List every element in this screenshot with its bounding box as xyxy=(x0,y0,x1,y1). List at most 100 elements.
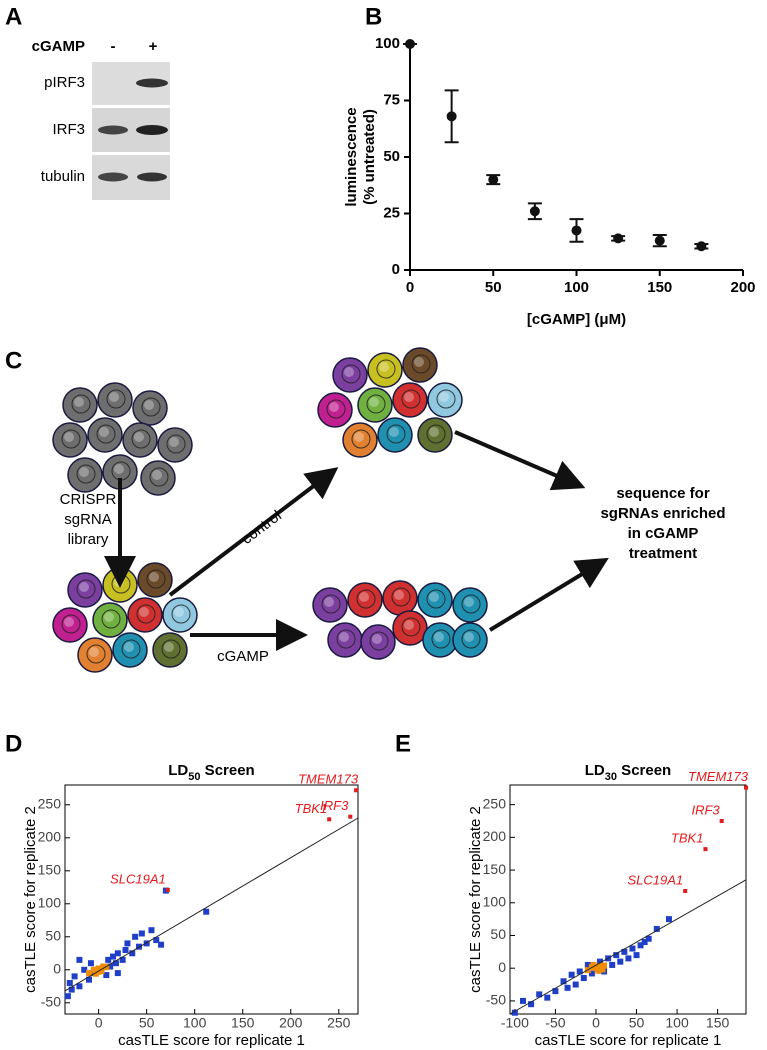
nucleus-shine xyxy=(394,590,404,600)
x-tick-label: -50 xyxy=(545,1015,565,1031)
highlight-point xyxy=(348,814,353,819)
cloud-point xyxy=(153,937,160,944)
core-point xyxy=(95,968,102,975)
nucleus xyxy=(76,579,96,599)
nucleus xyxy=(61,614,81,634)
nucleus-shine xyxy=(79,467,89,477)
cloud-point xyxy=(560,978,567,985)
nucleus xyxy=(386,424,406,444)
nucleus-shine xyxy=(104,612,114,622)
x-tick-label: 100 xyxy=(183,1015,207,1031)
nucleus xyxy=(141,397,161,417)
y-axis-label: luminescence xyxy=(343,107,360,206)
point xyxy=(696,241,707,252)
y-axis-label: casTLE score for replicate 2 xyxy=(467,806,484,993)
nucleus-shine xyxy=(64,432,74,442)
point xyxy=(654,235,665,246)
x-tick-label: 150 xyxy=(647,279,672,296)
cloud-point xyxy=(564,984,571,991)
x-axis-label: [cGAMP] (μM) xyxy=(527,311,626,328)
y-tick-label: 200 xyxy=(483,828,507,844)
plot-frame xyxy=(64,784,359,1015)
y-tick-label: 100 xyxy=(375,35,400,52)
nucleus-shine xyxy=(439,392,449,402)
nucleus-shine xyxy=(152,470,162,480)
plot-frame xyxy=(509,784,747,1015)
title-part: Screen xyxy=(617,762,671,779)
x-axis-label: casTLE score for replicate 1 xyxy=(535,1032,722,1049)
cloud-point xyxy=(629,945,636,952)
core-point xyxy=(90,966,97,973)
diagram-label: CRISPR xyxy=(60,491,117,508)
y-tick-label: -50 xyxy=(41,993,61,1009)
nucleus xyxy=(401,389,421,409)
nucleus xyxy=(136,604,156,624)
title-part: LD xyxy=(585,762,605,779)
nucleus xyxy=(71,394,91,414)
panel-letter: E xyxy=(395,730,411,757)
x-tick-label: 150 xyxy=(706,1015,730,1031)
nucleus-shine xyxy=(124,642,134,652)
cloud-point xyxy=(71,973,78,980)
gene-label: TBK1 xyxy=(671,831,704,846)
highlight-point xyxy=(719,818,724,823)
blot-row: tubulin xyxy=(41,168,85,185)
nucleus xyxy=(351,429,371,449)
core-point xyxy=(597,963,604,970)
point xyxy=(529,206,540,217)
nucleus-shine xyxy=(464,632,474,642)
blot-row: pIRF3 xyxy=(44,74,85,91)
y-tick-label: 0 xyxy=(392,261,400,278)
diagram-result: treatment xyxy=(629,545,697,562)
nucleus xyxy=(161,639,181,659)
cloud-point xyxy=(81,966,88,973)
nucleus xyxy=(431,629,451,649)
cloud-point xyxy=(107,963,114,970)
nucleus xyxy=(369,631,389,651)
cloud-point xyxy=(621,948,628,955)
cloud-point xyxy=(588,970,595,977)
nucleus xyxy=(366,394,386,414)
cloud-point xyxy=(110,953,117,960)
cloud-point xyxy=(76,983,83,990)
y-tick-label: 50 xyxy=(490,926,506,942)
title-part: LD xyxy=(168,762,188,779)
nucleus-shine xyxy=(379,362,389,372)
cloud-point xyxy=(536,991,543,998)
nucleus-shine xyxy=(109,392,119,402)
nucleus-shine xyxy=(114,464,124,474)
cloud-point xyxy=(568,971,575,978)
cloud-point xyxy=(114,950,121,957)
cloud-point xyxy=(86,976,93,983)
cloud-point xyxy=(105,956,112,963)
cloud-point xyxy=(68,986,75,993)
y-tick-label: 250 xyxy=(38,796,62,812)
arrow xyxy=(454,430,586,491)
cloud-point xyxy=(552,988,559,995)
x-tick-label: 200 xyxy=(730,279,755,296)
nucleus xyxy=(436,389,456,409)
core-point xyxy=(599,966,606,973)
nucleus xyxy=(171,604,191,624)
cloud-point xyxy=(129,950,136,957)
cloud-point xyxy=(597,958,604,965)
nucleus xyxy=(166,434,186,454)
blot-lane: + xyxy=(149,38,158,55)
nucleus xyxy=(401,617,421,637)
cloud-point xyxy=(645,935,652,942)
y-axis-label: casTLE score for replicate 2 xyxy=(22,806,39,993)
nucleus xyxy=(461,629,481,649)
nucleus-shine xyxy=(139,607,149,617)
nucleus xyxy=(411,354,431,374)
nucleus xyxy=(86,644,106,664)
x-axis-label: casTLE score for replicate 1 xyxy=(118,1032,305,1049)
y-axis-label: (% untreated) xyxy=(361,109,378,205)
point xyxy=(613,233,624,244)
panel-letter: C xyxy=(5,347,22,374)
nucleus-shine xyxy=(164,642,174,652)
nucleus xyxy=(341,364,361,384)
cloud-point xyxy=(544,994,551,1001)
nucleus-shine xyxy=(174,607,184,617)
y-tick-label: 0 xyxy=(53,960,61,976)
core-point xyxy=(103,964,110,971)
